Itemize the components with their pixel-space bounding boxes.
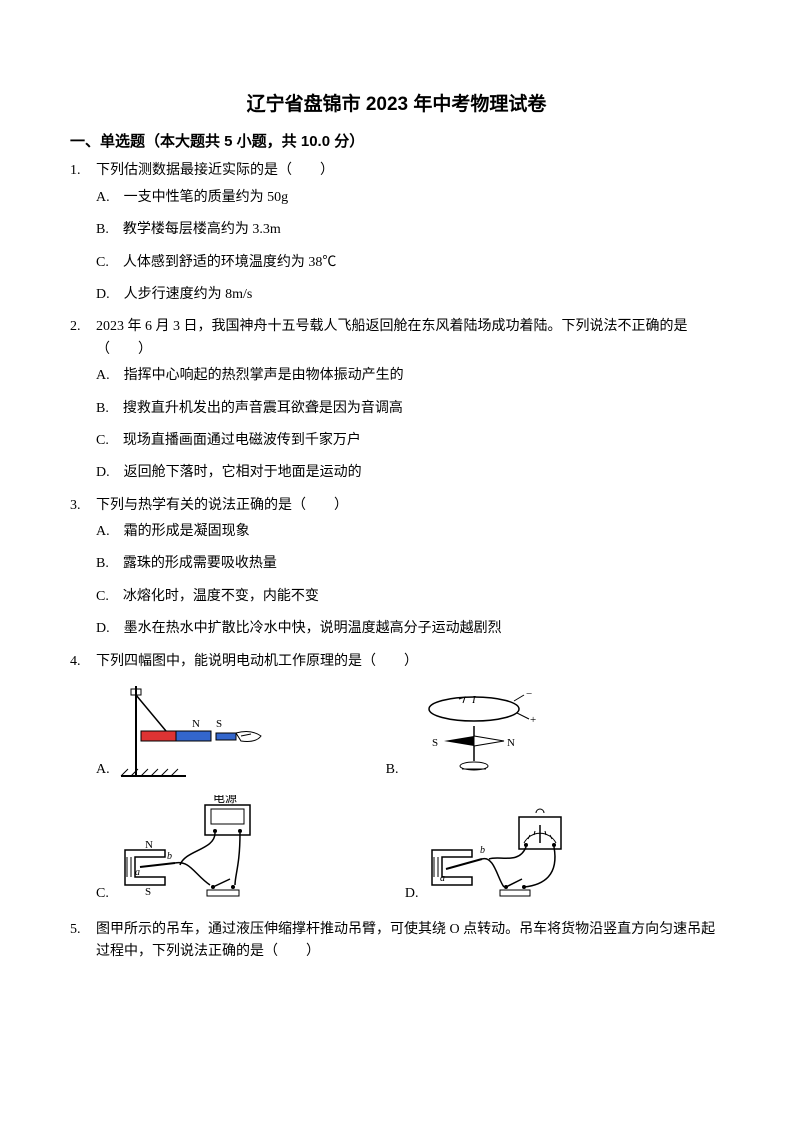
q3-text: 下列与热学有关的说法正确的是（ ） — [96, 495, 723, 517]
question-2: 2. 2023 年 6 月 3 日，我国神舟十五号载人飞船返回舱在东风着陆场成功… — [70, 316, 723, 484]
motor-principle-icon: 电源 N S a b — [115, 795, 285, 905]
q1-optC: C. 人体感到舒适的环境温度约为 38℃ — [96, 252, 723, 274]
section-header: 一、单选题（本大题共 5 小题，共 10.0 分） — [70, 130, 723, 154]
figD-a: a — [440, 873, 445, 884]
oersted-icon: − + I S N — [404, 691, 544, 781]
q3-optD: D. 墨水在热水中扩散比冷水中快，说明温度越高分子运动越剧烈 — [96, 618, 723, 640]
q2-optA: A. 指挥中心响起的热烈掌声是由物体振动产生的 — [96, 365, 723, 387]
q2-optD: D. 返回舱下落时，它相对于地面是运动的 — [96, 462, 723, 484]
question-1: 1. 下列估测数据最接近实际的是（ ） A. 一支中性笔的质量约为 50g B.… — [70, 160, 723, 306]
figC-ps: 电源 — [213, 795, 237, 805]
q1-optB: B. 教学楼每层楼高约为 3.3m — [96, 219, 723, 241]
q4-label-B: B. — [386, 759, 399, 781]
q2-text: 2023 年 6 月 3 日，我国神舟十五号载人飞船返回舱在东风着陆场成功着陆。… — [96, 316, 723, 361]
q1-text: 下列估测数据最接近实际的是（ ） — [96, 160, 723, 182]
question-3: 3. 下列与热学有关的说法正确的是（ ） A. 霜的形成是凝固现象 B. 露珠的… — [70, 495, 723, 641]
q4-label-D: D. — [405, 883, 419, 905]
q5-num: 5. — [70, 919, 96, 964]
q4-text: 下列四幅图中，能说明电动机工作原理的是（ ） — [96, 651, 723, 673]
magnet-hand-icon: N S — [116, 681, 266, 781]
q3-optB: B. 露珠的形成需要吸收热量 — [96, 553, 723, 575]
svg-text:+: + — [530, 714, 536, 726]
q2-num: 2. — [70, 316, 96, 361]
q2-optC: C. 现场直播画面通过电磁波传到千家万户 — [96, 430, 723, 452]
question-5: 5. 图甲所示的吊车，通过液压伸缩撑杆推动吊臂，可使其绕 O 点转动。吊车将货物… — [70, 919, 723, 964]
figB-N: N — [507, 737, 515, 749]
q4-fig-B: B. − + I S N — [386, 681, 545, 781]
q4-label-C: C. — [96, 883, 109, 905]
q1-num: 1. — [70, 160, 96, 182]
exam-title: 辽宁省盘锦市 2023 年中考物理试卷 — [70, 90, 723, 120]
q4-fig-C: C. 电源 N S a b — [96, 795, 285, 905]
q4-label-A: A. — [96, 759, 110, 781]
q3-optA: A. 霜的形成是凝固现象 — [96, 521, 723, 543]
q3-optC: C. 冰熔化时，温度不变，内能不变 — [96, 586, 723, 608]
galvanometer-icon: a b — [424, 795, 584, 905]
figC-N: N — [145, 839, 153, 851]
figC-b: b — [167, 851, 172, 862]
q3-num: 3. — [70, 495, 96, 517]
figB-I: I — [471, 694, 477, 706]
q1-optD: D. 人步行速度约为 8m/s — [96, 284, 723, 306]
figC-S: S — [145, 886, 151, 898]
q2-optB: B. 搜救直升机发出的声音震耳欲聋是因为音调高 — [96, 398, 723, 420]
figA-N: N — [192, 718, 200, 730]
figD-b: b — [480, 845, 485, 856]
svg-text:−: − — [526, 691, 532, 700]
q1-optA: A. 一支中性笔的质量约为 50g — [96, 187, 723, 209]
question-4: 4. 下列四幅图中，能说明电动机工作原理的是（ ） A. — [70, 651, 723, 905]
figA-S: S — [216, 718, 222, 730]
q4-fig-D: D. a — [405, 795, 585, 905]
figB-S: S — [432, 737, 438, 749]
q4-fig-A: A. N S — [96, 681, 266, 781]
q5-text: 图甲所示的吊车，通过液压伸缩撑杆推动吊臂，可使其绕 O 点转动。吊车将货物沿竖直… — [96, 919, 723, 964]
figC-a: a — [135, 867, 140, 878]
q4-num: 4. — [70, 651, 96, 673]
